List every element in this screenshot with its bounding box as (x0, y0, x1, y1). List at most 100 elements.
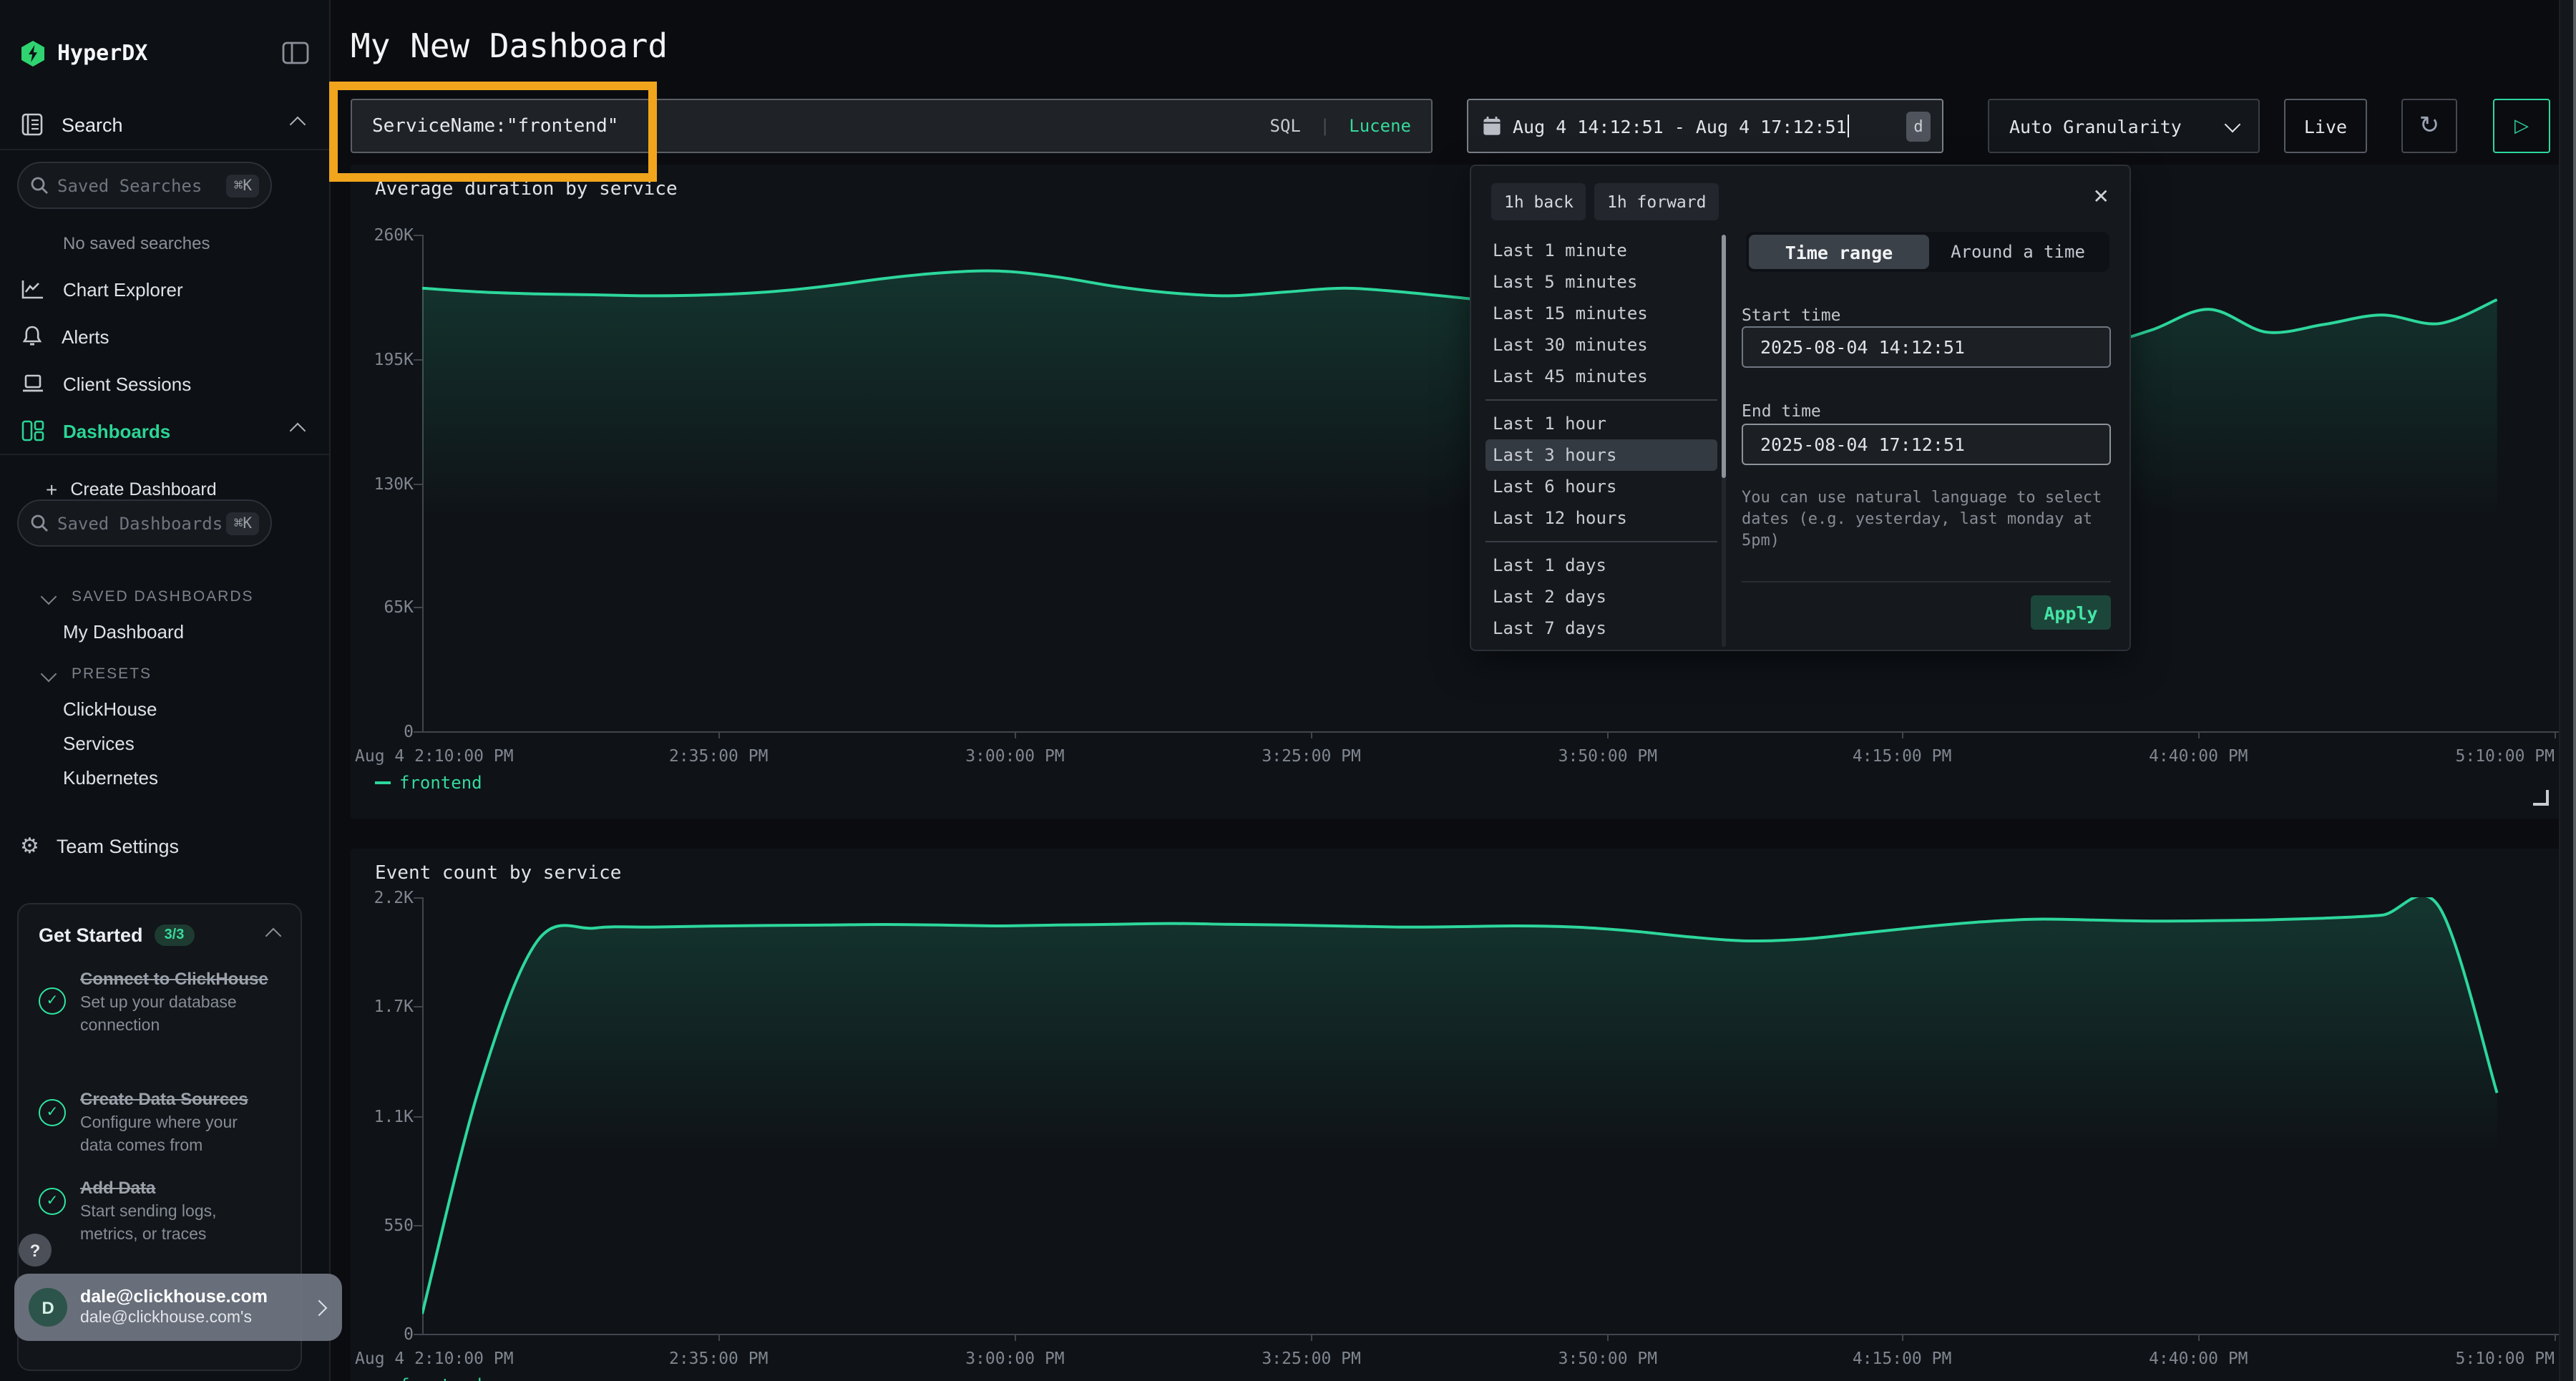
presets-section[interactable]: PRESETS (0, 655, 329, 693)
x-tick-label: 2:35:00 PM (668, 1348, 769, 1368)
time-range-option[interactable]: Last 7 days (1493, 618, 1606, 638)
sidebar-item-dashboards[interactable]: Dashboards (0, 412, 329, 449)
chart-title: Average duration by service (375, 179, 678, 200)
time-range-option[interactable]: Last 45 minutes (1493, 366, 1648, 386)
search-query-input[interactable]: ServiceName:"frontend" SQL | Lucene (351, 99, 1433, 153)
chart-legend[interactable]: frontend (375, 773, 482, 793)
time-range-option[interactable]: Last 3 hours (1485, 439, 1717, 471)
line-chart (422, 897, 2499, 1334)
chevron-up-icon[interactable] (265, 927, 282, 944)
live-button[interactable]: Live (2284, 99, 2367, 153)
collapse-sidebar-icon[interactable] (282, 42, 309, 64)
x-axis-line (422, 1334, 2563, 1335)
search-icon (30, 514, 49, 532)
time-range-option[interactable]: Last 1 hour (1493, 414, 1606, 434)
date-shortcut-badge: d (1906, 112, 1931, 142)
sidebar-item-my-dashboard[interactable]: My Dashboard (63, 620, 185, 642)
refresh-button[interactable]: ↻ (2401, 99, 2457, 153)
saved-dashboards-input[interactable]: Saved Dashboards ⌘K (17, 499, 272, 547)
time-range-option[interactable]: Last 12 hours (1493, 508, 1627, 528)
y-tick-label: 0 (404, 1324, 414, 1344)
end-time-input[interactable]: 2025-08-04 17:12:51 (1742, 424, 2111, 465)
sidebar: HyperDX Search Saved Searches ⌘K No save… (0, 0, 342, 1381)
y-tick-label: 65K (384, 597, 414, 618)
time-range-option[interactable]: Last 6 hours (1493, 477, 1617, 497)
no-saved-searches: No saved searches (63, 233, 210, 253)
time-range-option[interactable]: Last 2 days (1493, 587, 1606, 607)
start-time-label: Start time (1742, 305, 1841, 325)
avatar: D (29, 1288, 67, 1327)
app-title: HyperDX (57, 40, 148, 66)
panel-resize-handle[interactable] (2533, 790, 2549, 806)
calendar-icon (1483, 116, 1501, 136)
date-range-text: Aug 4 14:12:51 - Aug 4 17:12:51 (1513, 115, 1847, 137)
sidebar-item-services[interactable]: Services (63, 732, 135, 753)
sidebar-item-chart-explorer[interactable]: Chart Explorer (0, 270, 329, 308)
sidebar-item-search[interactable]: Search (0, 106, 329, 143)
time-range-option[interactable]: Last 30 minutes (1493, 335, 1648, 355)
run-query-button[interactable]: ▷ (2493, 99, 2550, 153)
play-icon: ▷ (2514, 114, 2529, 136)
sidebar-item-client-sessions[interactable]: Client Sessions (0, 365, 329, 402)
tab-around-a-time[interactable]: Around a time (1951, 242, 2085, 262)
sidebar-item-kubernetes[interactable]: Kubernetes (63, 766, 158, 788)
checklist-item[interactable]: ✓ Connect to ClickHouse Set up your data… (39, 967, 272, 1038)
sidebar-item-clickhouse[interactable]: ClickHouse (63, 698, 157, 719)
x-tick-label: 3:50:00 PM (1558, 1348, 1658, 1368)
scrollbar-thumb[interactable] (1722, 235, 1726, 478)
help-button[interactable]: ? (19, 1234, 52, 1267)
checklist-item[interactable]: ✓ Add Data Start sending logs, metrics, … (39, 1176, 272, 1246)
tab-time-range[interactable]: Time range (1749, 235, 1929, 269)
language-toggle[interactable]: SQL | Lucene (1269, 116, 1412, 136)
shift-back-button[interactable]: 1h back (1491, 183, 1586, 220)
get-started-title: Get Started (39, 924, 143, 946)
user-menu[interactable]: D dale@clickhouse.com dale@clickhouse.co… (14, 1274, 342, 1341)
user-subtitle: dale@clickhouse.com's (80, 1309, 252, 1327)
shortcut-badge: ⌘K (226, 512, 259, 535)
checklist-item[interactable]: ✓ Create Data Sources Configure where yo… (39, 1088, 272, 1158)
y-tick-label: 130K (374, 473, 414, 493)
check-circle-icon: ✓ (39, 1099, 66, 1126)
time-range-list[interactable]: Last 1 minute Last 5 minutes Last 15 minut… (1471, 235, 1732, 650)
page-scrollbar[interactable] (2559, 0, 2576, 1381)
close-icon[interactable]: ✕ (2092, 185, 2109, 208)
y-tick-label: 195K (374, 348, 414, 369)
chart-title: Event count by service (375, 863, 622, 884)
user-email: dale@clickhouse.com (80, 1286, 268, 1306)
time-picker-tabs: Time range Around a time (1746, 232, 2109, 272)
chevron-right-icon (311, 1299, 328, 1316)
date-range-input[interactable]: Aug 4 14:12:51 - Aug 4 17:12:51 d (1467, 99, 1943, 153)
start-time-input[interactable]: 2025-08-04 14:12:51 (1742, 326, 2111, 368)
saved-searches-input[interactable]: Saved Searches ⌘K (17, 162, 272, 209)
x-tick-label: Aug 4 2:10:00 PM (355, 1348, 514, 1368)
hyperdx-logo-icon (20, 39, 46, 67)
logo-row: HyperDX (0, 31, 329, 74)
time-picker-popover: 1h back 1h forward ✕ Last 1 minute Last 5… (1470, 165, 2131, 651)
chevron-down-icon (2224, 115, 2241, 132)
x-tick-label: 2:35:00 PM (668, 746, 769, 766)
sidebar-item-team-settings[interactable]: ⚙ Team Settings (20, 834, 179, 859)
create-dashboard-button[interactable]: + Create Dashboard (46, 478, 217, 501)
chart-panel-event-count[interactable]: Event count by service 0 550 1.1K 1.7K 2.2K … (351, 849, 2563, 1381)
granularity-select[interactable]: Auto Granularity (1988, 99, 2260, 153)
chevron-down-icon (40, 588, 57, 605)
end-time-label: End time (1742, 401, 1821, 421)
time-range-option[interactable]: Last 5 minutes (1493, 272, 1638, 292)
chart-panel-avg-duration[interactable]: Average duration by service 0 65K 130K 195K… (351, 165, 2563, 819)
time-range-option[interactable]: Last 1 days (1493, 555, 1606, 575)
sql-toggle[interactable]: SQL (1269, 116, 1301, 136)
shift-forward-button[interactable]: 1h forward (1594, 183, 1719, 220)
saved-dashboards-section[interactable]: SAVED DASHBOARDS (0, 578, 329, 615)
apply-button[interactable]: Apply (2031, 595, 2111, 630)
annotation-highlight-box (329, 82, 657, 182)
laptop-icon (21, 374, 44, 394)
time-range-option[interactable]: Last 15 minutes (1493, 303, 1648, 323)
lucene-toggle[interactable]: Lucene (1349, 116, 1411, 136)
text-caret (1848, 114, 1850, 137)
chevron-up-icon[interactable] (289, 422, 306, 439)
sidebar-item-alerts[interactable]: Alerts (0, 318, 329, 355)
time-range-option[interactable]: Last 1 minute (1493, 240, 1627, 260)
chevron-up-icon[interactable] (289, 116, 306, 133)
chart-legend[interactable]: frontend (375, 1375, 482, 1381)
time-range-option[interactable]: Last 14 days (1485, 644, 1717, 650)
